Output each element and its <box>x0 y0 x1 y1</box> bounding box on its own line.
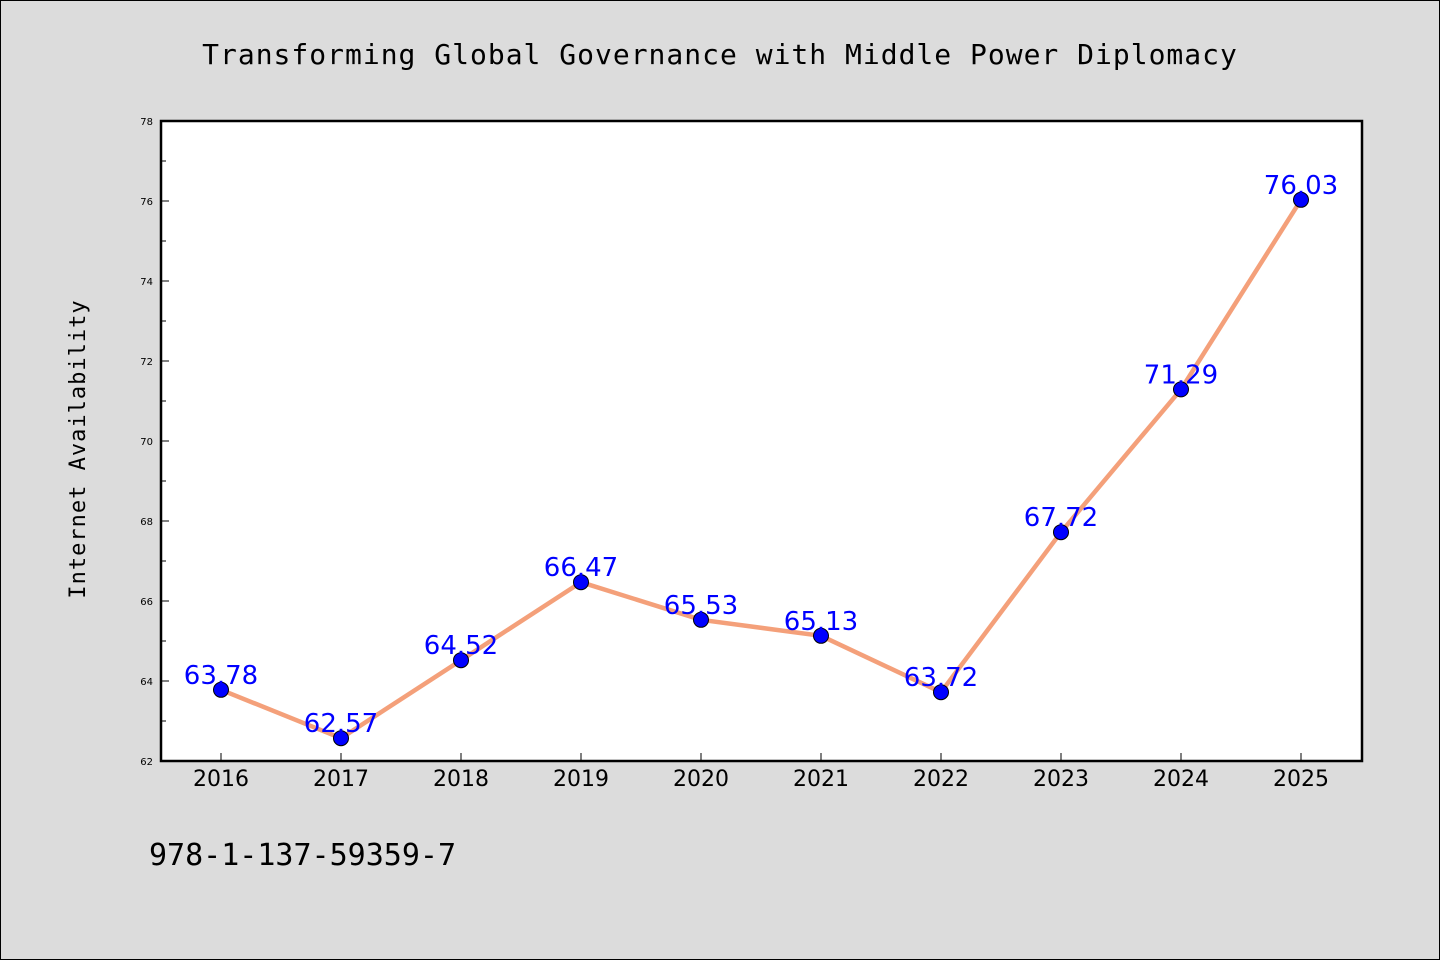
data-label: 65.13 <box>784 607 858 637</box>
y-tick-label: 62 <box>140 757 153 768</box>
chart-title: Transforming Global Governance with Midd… <box>202 38 1238 71</box>
x-tick-label: 2020 <box>673 767 729 792</box>
x-tick-label: 2025 <box>1273 767 1329 792</box>
data-label: 65.53 <box>664 591 738 621</box>
data-point <box>333 730 349 747</box>
x-tick-label: 2024 <box>1153 767 1209 792</box>
x-tick-label: 2022 <box>913 767 969 792</box>
x-tick-label: 2021 <box>793 767 849 792</box>
y-tick-label: 68 <box>140 517 153 528</box>
data-label: 71.29 <box>1144 360 1218 390</box>
data-label: 63.72 <box>904 663 978 693</box>
y-axis-label: Internet Availability <box>66 299 91 598</box>
data-point <box>693 611 709 628</box>
x-tick-label: 2019 <box>553 767 609 792</box>
x-tick-label: 2016 <box>193 767 249 792</box>
data-point <box>813 627 829 644</box>
y-tick-label: 78 <box>140 117 153 128</box>
data-point <box>213 681 229 698</box>
x-axis: 2016 2017 2018 2019 2020 2021 2022 2023 2024 2025 <box>193 753 1329 792</box>
data-point <box>1173 381 1189 398</box>
x-tick-label: 2023 <box>1033 767 1089 792</box>
y-tick-label: 70 <box>140 437 153 448</box>
y-tick-label: 76 <box>140 197 153 208</box>
data-label: 67.72 <box>1024 503 1098 533</box>
series-line-group <box>213 191 1309 747</box>
x-tick-label: 2018 <box>433 767 489 792</box>
footnote-isbn: 978-1-137-59359-7 <box>149 838 456 873</box>
data-point <box>1293 191 1309 208</box>
plot-frame <box>159 119 1364 763</box>
data-label: 76.03 <box>1264 171 1338 201</box>
y-tick-label: 72 <box>140 357 153 368</box>
data-label: 64.52 <box>424 631 498 661</box>
series-line <box>218 197 1304 741</box>
y-tick-label: 66 <box>140 597 153 608</box>
data-point <box>573 574 589 591</box>
data-point <box>933 684 949 701</box>
data-labels: 63.78 62.57 64.52 66.47 65.53 65.13 63.72 67.72… <box>184 171 1338 739</box>
data-label: 62.57 <box>304 709 378 739</box>
data-label: 63.78 <box>184 661 258 691</box>
data-point <box>453 652 469 669</box>
plot-area <box>161 121 1362 761</box>
y-tick-label: 64 <box>140 677 153 688</box>
x-tick-label: 2017 <box>313 767 369 792</box>
data-point <box>1053 524 1069 541</box>
data-label: 66.47 <box>544 553 618 583</box>
y-tick-label: 74 <box>140 277 153 288</box>
